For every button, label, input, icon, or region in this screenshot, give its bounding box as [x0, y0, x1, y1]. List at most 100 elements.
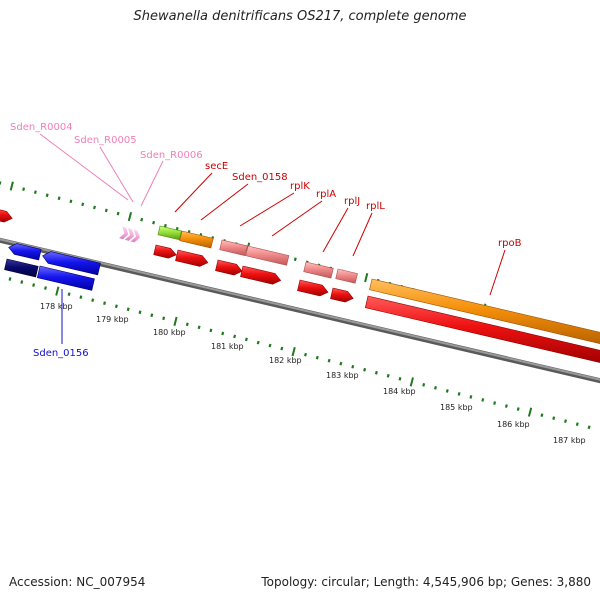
minor-tick-mark [493, 401, 497, 405]
minor-tick-mark [422, 383, 426, 387]
label-leader-line [239, 192, 295, 227]
scale-label: 182 kbp [269, 356, 302, 365]
minor-tick-mark [126, 307, 130, 312]
minor-tick-mark [481, 398, 485, 402]
minor-tick-mark [504, 404, 508, 408]
gene-feature-rpoB[interactable] [369, 278, 600, 344]
minor-tick-mark [69, 199, 73, 204]
gene-feature-red-3[interactable] [215, 259, 243, 276]
gene-label[interactable]: rplL [366, 201, 385, 212]
label-leader-line [99, 146, 134, 203]
scale-label: 186 kbp [497, 420, 530, 429]
label-leader-line [271, 200, 323, 237]
major-tick-mark [173, 316, 178, 326]
label-leader-line [322, 207, 349, 253]
label-leader-line [489, 249, 506, 296]
minor-tick-mark [33, 190, 37, 194]
minor-tick-mark [351, 364, 355, 369]
minor-tick-mark [103, 301, 106, 305]
minor-tick-mark [67, 292, 71, 296]
rna-feature-sden-r0005[interactable] [124, 228, 136, 242]
scale-label: 178 kbp [40, 302, 73, 311]
rna-feature-sden-r0004[interactable] [119, 226, 130, 241]
gene-feature-red-6[interactable] [330, 287, 354, 303]
gene-feature-red-2[interactable] [175, 249, 209, 267]
minor-tick-mark [104, 208, 108, 213]
gene-label[interactable]: rplJ [344, 196, 360, 207]
accession-text: Accession: NC_007954 [9, 575, 146, 589]
gene-feature-rplJ[interactable] [303, 261, 334, 279]
minor-tick-mark [280, 346, 284, 351]
gene-label[interactable]: Sden_R0005 [74, 135, 137, 146]
gene-label[interactable]: secE [205, 161, 228, 172]
major-tick-mark [527, 407, 533, 417]
label-leader-line [39, 133, 129, 201]
minor-tick-mark [363, 367, 367, 372]
minor-tick-mark [150, 313, 154, 318]
minor-tick-mark [575, 422, 579, 426]
minor-tick-mark [114, 304, 118, 309]
gene-feature-red-left[interactable] [0, 208, 13, 223]
minor-tick-mark [91, 298, 95, 302]
label-leader-line [352, 212, 373, 257]
gene-feature-red-5[interactable] [297, 279, 329, 297]
gene-feature-red-rpoC[interactable] [364, 295, 600, 364]
minor-tick-mark [469, 395, 473, 399]
major-tick-mark [409, 377, 414, 387]
gene-label[interactable]: Sden_R0006 [140, 150, 203, 161]
gene-label[interactable]: rplK [290, 181, 310, 192]
minor-tick-mark [256, 340, 260, 345]
minor-tick-mark [552, 416, 556, 420]
gene-feature-sden-0156[interactable] [36, 265, 95, 291]
minor-tick-mark [457, 392, 461, 396]
minor-tick-mark [20, 280, 24, 284]
minor-tick-mark [79, 295, 83, 299]
minor-tick-mark [116, 211, 120, 216]
minor-tick-mark [304, 352, 307, 357]
minor-tick-mark [185, 322, 189, 327]
gene-feature-blue-rev-2[interactable] [42, 251, 101, 276]
genome-summary-text: Topology: circular; Length: 4,545,906 bp… [261, 575, 591, 589]
gene-feature-red-4[interactable] [240, 265, 282, 285]
minor-tick-mark [434, 386, 437, 390]
minor-tick-mark [516, 407, 520, 411]
minor-tick-mark [57, 196, 61, 201]
minor-tick-mark [8, 277, 12, 281]
gene-label[interactable]: rplA [316, 189, 336, 200]
gene-label[interactable]: Sden_0158 [232, 172, 288, 183]
major-tick-mark [364, 272, 369, 283]
scale-label: 181 kbp [211, 342, 244, 351]
gene-feature-secE[interactable] [157, 225, 182, 241]
minor-tick-mark [140, 217, 144, 222]
scale-label: 185 kbp [440, 403, 473, 412]
gene-label[interactable]: Sden_0156 [33, 348, 89, 359]
minor-tick-mark [221, 331, 225, 336]
gene-feature-rplA[interactable] [245, 245, 290, 266]
scale-label: 187 kbp [553, 436, 586, 445]
minor-tick-mark [81, 202, 85, 207]
feature-track [119, 226, 142, 244]
gene-feature-sden-0158[interactable] [179, 230, 214, 249]
gene-label[interactable]: rpoB [498, 238, 522, 249]
minor-tick-mark [540, 413, 544, 417]
gene-feature-blue-rev-1[interactable] [8, 243, 42, 261]
minor-tick-mark [327, 358, 331, 363]
minor-tick-mark [244, 337, 248, 342]
minor-tick-mark [197, 325, 201, 330]
scale-label: 184 kbp [383, 387, 416, 396]
gene-feature-navy[interactable] [4, 258, 39, 278]
gene-feature-rplL[interactable] [335, 268, 358, 284]
minor-tick-mark [152, 220, 156, 225]
minor-tick-mark [233, 334, 237, 339]
gene-feature-red-1[interactable] [153, 244, 177, 259]
rna-feature-sden-r0006[interactable] [130, 229, 142, 244]
gene-feature-rplK[interactable] [219, 239, 248, 257]
page-title: Shewanella denitrificans OS217, complete… [133, 9, 467, 24]
minor-tick-mark [22, 187, 26, 191]
major-tick-mark [127, 211, 133, 222]
minor-tick-mark [445, 389, 449, 393]
minor-tick-mark [44, 286, 47, 290]
minor-tick-mark [315, 355, 319, 360]
gene-label[interactable]: Sden_R0004 [10, 122, 73, 133]
